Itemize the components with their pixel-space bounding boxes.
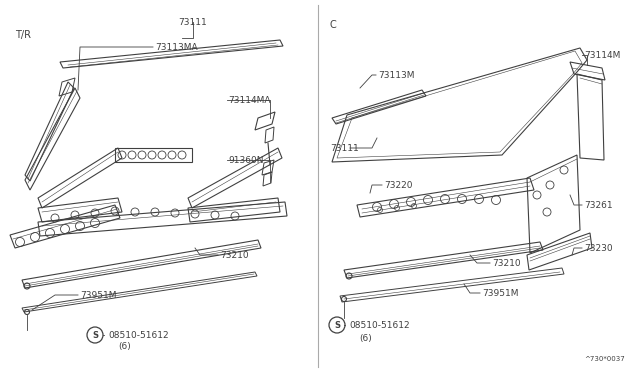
Text: T/R: T/R xyxy=(15,30,31,40)
Text: ^730*0037: ^730*0037 xyxy=(584,356,625,362)
Text: 73111: 73111 xyxy=(330,144,359,153)
Text: (6): (6) xyxy=(118,343,131,352)
Text: S: S xyxy=(334,321,340,330)
Text: 73951M: 73951M xyxy=(482,289,518,298)
Text: 73210: 73210 xyxy=(220,250,248,260)
Text: 73220: 73220 xyxy=(384,180,413,189)
Text: 73114M: 73114M xyxy=(584,51,620,60)
Text: 73113M: 73113M xyxy=(378,71,415,80)
Text: 73111: 73111 xyxy=(178,17,207,26)
Text: 73951M: 73951M xyxy=(80,291,116,299)
Text: 73113MA: 73113MA xyxy=(155,42,198,51)
Text: 08510-51612: 08510-51612 xyxy=(349,321,410,330)
Text: 73210: 73210 xyxy=(492,259,520,267)
Text: 73261: 73261 xyxy=(584,201,612,209)
Text: 91360N: 91360N xyxy=(228,155,264,164)
Text: 73230: 73230 xyxy=(584,244,612,253)
Text: (6): (6) xyxy=(359,334,372,343)
Text: 08510-51612: 08510-51612 xyxy=(108,330,168,340)
Text: S: S xyxy=(92,330,98,340)
Text: C: C xyxy=(330,20,337,30)
Text: 73114MA: 73114MA xyxy=(228,96,271,105)
